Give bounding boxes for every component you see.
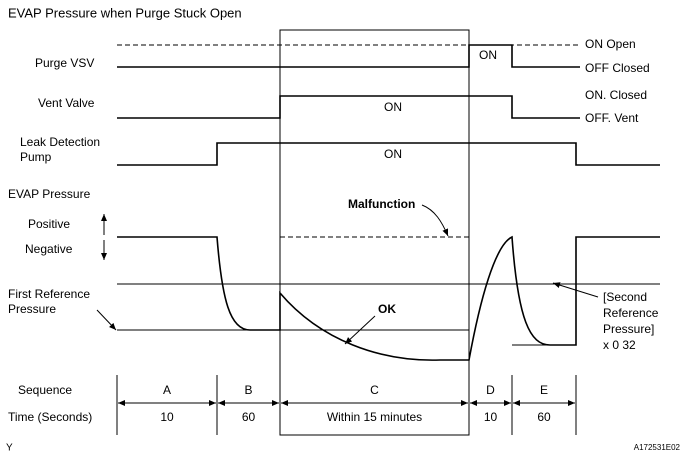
sequence-label: B (244, 383, 252, 397)
title: EVAP Pressure when Purge Stuck Open (8, 5, 242, 20)
row-label: Vent Valve (38, 96, 95, 110)
row-label: Negative (25, 242, 73, 256)
on-label: ON (384, 100, 402, 114)
row-label: Leak Detection (20, 135, 100, 149)
arrow (552, 282, 599, 298)
sequence-label: D (486, 383, 495, 397)
state-label: [Second (603, 290, 647, 304)
row-label: Purge VSV (35, 56, 94, 70)
phase-c-box (279, 29, 470, 436)
annotation: Malfunction (348, 197, 415, 211)
row-label: Pressure (8, 302, 56, 316)
time-label: Within 15 minutes (327, 410, 422, 424)
malfunction-line (279, 236, 469, 293)
time-label: 10 (160, 410, 174, 424)
state-label: ON Open (585, 37, 636, 51)
row-label: First Reference (8, 287, 90, 301)
row-label: Positive (28, 217, 70, 231)
time-label: 60 (537, 410, 551, 424)
footer: A172531E02 (634, 443, 681, 452)
pressure-curve (117, 235, 660, 361)
footer: Y (6, 443, 13, 454)
annotation: OK (378, 302, 396, 316)
row-label: EVAP Pressure (8, 187, 91, 201)
vent-signal (117, 95, 580, 119)
pump-signal (117, 142, 660, 166)
arrow (96, 309, 117, 331)
on-label: ON (384, 147, 402, 161)
row-label: Time (Seconds) (8, 410, 92, 424)
row-label: Sequence (18, 383, 72, 397)
state-label: Reference (603, 306, 659, 320)
state-label: ON. Closed (585, 88, 647, 102)
purge-signal (117, 44, 580, 68)
state-label: x 0 32 (603, 338, 636, 352)
state-label: Pressure] (603, 322, 654, 336)
time-label: 60 (242, 410, 256, 424)
arrow (344, 315, 376, 345)
sequence-label: A (163, 383, 171, 397)
time-label: 10 (484, 410, 498, 424)
sequence-label: E (540, 383, 548, 397)
state-label: OFF Closed (585, 61, 650, 75)
sequence-label: C (370, 383, 379, 397)
arrow (421, 204, 449, 237)
state-label: OFF. Vent (585, 111, 639, 125)
on-label: ON (479, 48, 497, 62)
row-label: Pump (20, 150, 52, 164)
